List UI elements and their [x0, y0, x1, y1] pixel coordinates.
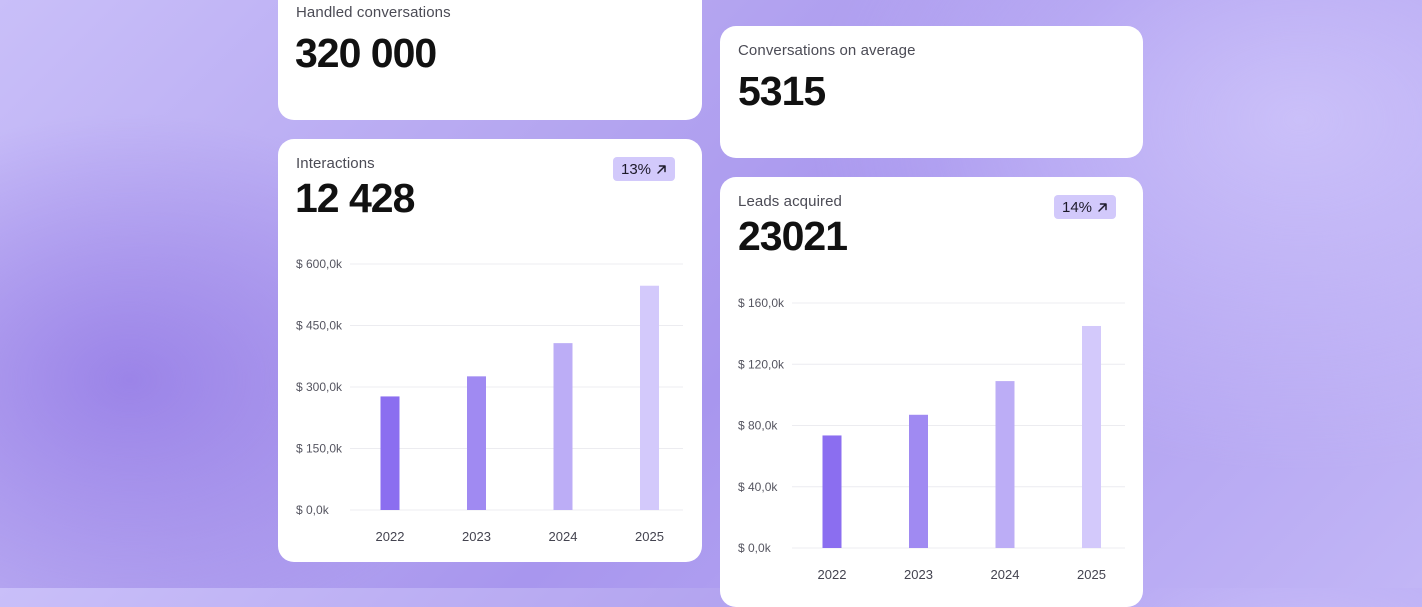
x-tick-label: 2023: [462, 529, 491, 544]
handled-conversations-label: Handled conversations: [296, 4, 451, 21]
interactions-card: Interactions 12 428 13% $ 0,0k $ 150,0k $ …: [278, 139, 702, 562]
bar-2024: [995, 381, 1015, 548]
conversations-average-card: Conversations on average 5315: [720, 26, 1143, 158]
x-tick-label: 2025: [1077, 567, 1106, 582]
bar-2022: [822, 435, 842, 548]
bar-2025: [640, 285, 659, 510]
y-tick-label: $ 300,0k: [296, 380, 343, 394]
arrow-up-right-icon: [1097, 202, 1108, 213]
interactions-label: Interactions: [296, 155, 375, 172]
x-tick-label: 2022: [818, 567, 847, 582]
conversations-average-label: Conversations on average: [738, 42, 916, 59]
handled-conversations-card: Handled conversations 320 000: [278, 0, 702, 120]
leads-bar-chart: $ 0,0k $ 40,0k $ 80,0k $ 120,0k $ 160,0k 2022…: [738, 296, 1125, 582]
y-tick-label: $ 160,0k: [738, 296, 785, 310]
leads-trend-value: 14%: [1062, 198, 1093, 216]
leads-acquired-value: 23021: [738, 213, 848, 259]
y-tick-label: $ 40,0k: [738, 480, 778, 494]
y-tick-label: $ 0,0k: [296, 503, 330, 517]
y-tick-label: $ 450,0k: [296, 319, 343, 333]
y-tick-label: $ 150,0k: [296, 442, 343, 456]
x-tick-label: 2023: [904, 567, 933, 582]
bar-2022: [380, 396, 400, 510]
bar-2024: [553, 343, 573, 510]
interactions-trend-value: 13%: [621, 160, 652, 178]
bar-2023: [909, 414, 928, 548]
y-tick-label: $ 120,0k: [738, 357, 785, 371]
y-tick-label: $ 80,0k: [738, 419, 778, 433]
arrow-up-right-icon: [656, 164, 667, 175]
x-tick-label: 2024: [549, 529, 578, 544]
leads-acquired-label: Leads acquired: [738, 193, 842, 210]
x-tick-label: 2024: [991, 567, 1020, 582]
interactions-value: 12 428: [295, 175, 415, 221]
handled-conversations-value: 320 000: [295, 30, 437, 76]
leads-acquired-card: Leads acquired 23021 14% $ 0,0k $ 40,0k $ …: [720, 177, 1143, 607]
interactions-trend-badge: 13%: [613, 157, 676, 181]
y-tick-label: $ 0,0k: [738, 541, 772, 555]
leads-trend-badge: 14%: [1054, 195, 1117, 219]
bar-2023: [467, 376, 486, 510]
bar-2025: [1082, 325, 1101, 548]
x-tick-label: 2022: [376, 529, 405, 544]
interactions-bar-chart: $ 0,0k $ 150,0k $ 300,0k $ 450,0k $ 600,0k 20…: [296, 257, 683, 544]
x-tick-label: 2025: [635, 529, 664, 544]
y-tick-label: $ 600,0k: [296, 257, 343, 271]
conversations-average-value: 5315: [738, 68, 826, 114]
